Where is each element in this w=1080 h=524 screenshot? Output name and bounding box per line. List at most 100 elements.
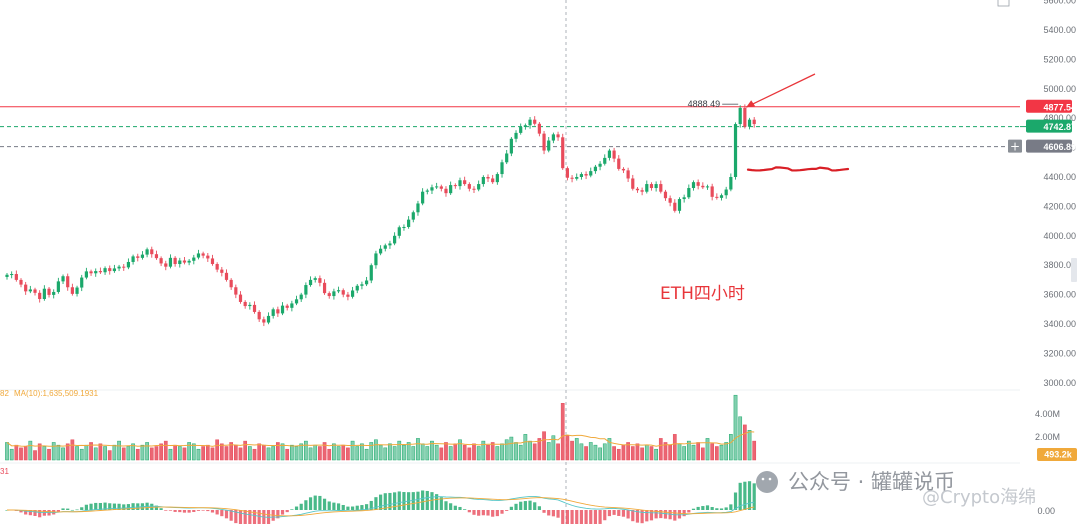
candle-body — [150, 249, 154, 255]
candle-body — [178, 260, 182, 265]
macd-histogram-bar — [33, 510, 37, 516]
volume-bar — [719, 444, 724, 461]
volume-bar — [191, 443, 196, 461]
volume-bar — [37, 443, 42, 461]
macd-histogram-bar — [108, 503, 112, 510]
macd-histogram-bar — [164, 510, 168, 511]
volume-bar — [677, 443, 682, 461]
macd-histogram-bar — [649, 510, 654, 521]
volume-bar — [593, 444, 598, 461]
macd-histogram-bar — [313, 495, 317, 510]
volume-bar — [9, 448, 14, 461]
candle-body — [336, 290, 341, 292]
macd-histogram-bar — [551, 510, 555, 517]
macd-histogram-bar — [224, 510, 229, 519]
volume-bar — [276, 442, 280, 461]
macd-histogram-bar — [411, 492, 415, 510]
volume-bar — [434, 444, 439, 461]
macd-histogram-bar — [257, 510, 261, 524]
volume-bar — [107, 450, 112, 461]
candle-body — [374, 253, 378, 266]
macd-histogram-bar — [659, 510, 663, 519]
volume-bar — [528, 440, 532, 461]
volume-bar — [65, 443, 70, 461]
volume-bar — [397, 440, 402, 461]
candle-body — [729, 177, 733, 190]
candle-body — [715, 196, 719, 198]
macd-histogram-bar — [449, 503, 453, 510]
candle-body — [589, 171, 593, 176]
macd-histogram-bar — [38, 510, 42, 518]
macd-histogram-bar — [519, 501, 523, 510]
volume-bar — [453, 443, 458, 461]
macd-histogram-bar — [173, 510, 177, 512]
macd-histogram-bar — [332, 502, 336, 510]
volume-bar — [425, 446, 430, 461]
candle-body — [257, 311, 261, 320]
volume-bar — [121, 447, 126, 461]
macd-histogram-bar — [383, 493, 387, 510]
macd-histogram-bar — [589, 510, 593, 524]
volume-bar — [177, 446, 182, 461]
price-level-label: 4877.54 — [1043, 102, 1076, 112]
macd-histogram-bar — [607, 510, 612, 517]
volume-bar — [89, 442, 93, 461]
macd-histogram-bar — [486, 510, 490, 516]
y-tick-label: 5200.00 — [1043, 54, 1076, 64]
support-annotation — [746, 166, 850, 172]
candle-body — [537, 123, 541, 134]
macd-histogram-bar — [70, 509, 74, 511]
macd-histogram-bar — [327, 501, 331, 510]
candle-body — [66, 276, 70, 288]
volume-bar — [210, 447, 215, 461]
volume-bar — [308, 447, 313, 461]
macd-histogram-bar — [285, 510, 289, 513]
volume-bar — [131, 443, 135, 461]
macd-histogram-bar — [80, 507, 84, 510]
volume-bar — [383, 447, 388, 461]
volume-bar — [588, 442, 593, 461]
macd-histogram-bar — [668, 510, 672, 520]
y-tick-label: 4000.00 — [1043, 231, 1076, 241]
macd-histogram-bar — [738, 482, 742, 510]
macd-histogram-bar — [416, 491, 420, 510]
volume-bar — [196, 448, 201, 461]
volume-bar — [332, 443, 336, 461]
volume-bar — [271, 446, 276, 461]
chart-title: ETH四小时 — [660, 284, 745, 304]
candle-body — [122, 266, 126, 268]
volume-bar — [247, 446, 252, 461]
candle-body — [673, 202, 677, 211]
macd-histogram-bar — [369, 500, 373, 510]
macd-histogram-bar — [159, 508, 163, 510]
macd-histogram-bar — [701, 506, 705, 510]
volume-bar — [738, 416, 743, 461]
candle-body — [738, 107, 742, 125]
volume-bar — [79, 448, 84, 461]
volume-bar — [630, 446, 635, 461]
macd-histogram-bar — [626, 510, 630, 519]
candle-body — [98, 271, 102, 273]
candle-body — [187, 260, 191, 263]
volume-bar — [743, 424, 747, 461]
macd-histogram-bar — [458, 506, 462, 510]
macd-histogram-bar — [248, 510, 252, 524]
candle-body — [626, 170, 630, 179]
candle-body — [463, 180, 467, 185]
candle-body — [341, 290, 345, 295]
macd-histogram-bar — [341, 504, 345, 510]
candle-body — [407, 219, 411, 227]
volume-bar — [696, 442, 701, 461]
macd-histogram-bar — [350, 506, 355, 510]
volume-bar — [672, 434, 677, 461]
candle-body — [42, 288, 46, 300]
volume-bar — [439, 447, 444, 461]
macd-histogram-bar — [178, 510, 182, 513]
volume-bar — [159, 443, 163, 461]
wechat-icon — [756, 471, 778, 493]
volume-bar — [215, 439, 220, 461]
volume-bar — [285, 448, 290, 461]
volume-bar — [378, 444, 383, 461]
candle-body — [276, 309, 280, 314]
